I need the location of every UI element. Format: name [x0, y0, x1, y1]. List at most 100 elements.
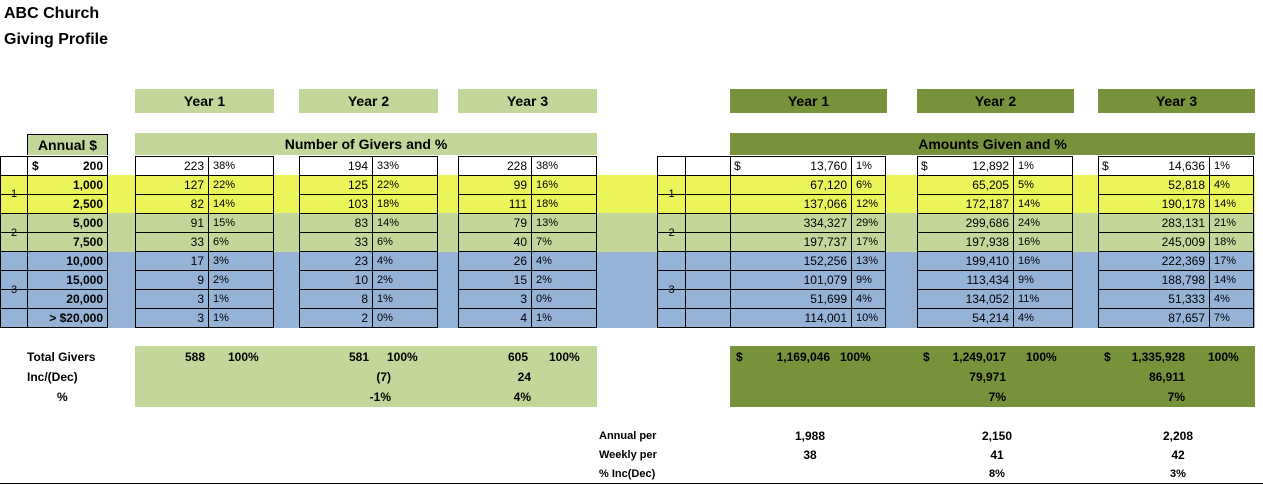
- givers-count: 4: [458, 308, 532, 328]
- pct-inc-dec-label: % Inc(Dec): [599, 467, 656, 480]
- annual-dollar-header: Annual $: [27, 134, 108, 155]
- amount-blank-cell: [685, 175, 731, 195]
- amount-pct: 9%: [1013, 270, 1073, 290]
- givers-count: 194: [299, 156, 373, 176]
- amount-pct: 18%: [1209, 232, 1254, 252]
- amount-pct: 9%: [851, 270, 886, 290]
- givers-pct: 22%: [208, 175, 274, 195]
- amount-blank-cell: [685, 194, 731, 214]
- tier-label: > $20,000: [27, 308, 108, 328]
- sheet-subtitle: Giving Profile: [4, 31, 109, 48]
- group-number-left: 2: [10, 226, 18, 239]
- amount-value: 199,410: [917, 251, 1014, 271]
- amount-pct: 7%: [1209, 308, 1254, 328]
- amount-currency: $: [734, 159, 741, 173]
- amount-pct: 4%: [1209, 289, 1254, 309]
- amount-pct: 4%: [1209, 175, 1254, 195]
- amount-pct: 11%: [1013, 289, 1073, 309]
- givers-totals-bg: [135, 346, 597, 407]
- weekly-per-value: 42: [1171, 447, 1185, 462]
- amount-pct: 1%: [1209, 156, 1254, 176]
- amount-inc-pct: 7%: [1167, 390, 1185, 404]
- total-givers-count: 588: [184, 350, 205, 364]
- givers-pct: 2%: [372, 270, 438, 290]
- givers-pct: 4%: [531, 251, 597, 271]
- amount-inc-dec: 79,971: [969, 370, 1006, 384]
- givers-pct: 33%: [372, 156, 438, 176]
- group-number-left: 1: [10, 188, 18, 200]
- givers-pct: 7%: [531, 232, 597, 252]
- givers-count: 23: [299, 251, 373, 271]
- givers-pct: 2%: [531, 270, 597, 290]
- amount-currency: $: [921, 159, 928, 173]
- givers-pct: 1%: [208, 308, 274, 328]
- givers-pct: 16%: [531, 175, 597, 195]
- group-number-left: 3: [10, 284, 18, 296]
- givers-count: 3: [135, 308, 209, 328]
- givers-count: 3: [135, 289, 209, 309]
- givers-pct: 4%: [372, 251, 438, 271]
- givers-count: 82: [135, 194, 209, 214]
- givers-count: 79: [458, 213, 532, 233]
- amount-inc-pct: 7%: [988, 390, 1006, 404]
- givers-count: 3: [458, 289, 532, 309]
- band-group-3: [0, 252, 1255, 328]
- amount-blank-cell: [685, 232, 731, 252]
- amount-value: 114,001: [730, 308, 852, 328]
- total-amount-currency: $: [923, 350, 930, 364]
- sheet-title: ABC Church: [4, 5, 100, 22]
- amount-blank-cell: [685, 251, 731, 271]
- amount-blank-cell: [685, 289, 731, 309]
- amount-value: 222,369: [1098, 251, 1210, 271]
- givers-year-3-header: Year 3: [458, 89, 597, 113]
- amount-pct: 6%: [851, 175, 886, 195]
- amount-pct: 16%: [1013, 232, 1073, 252]
- amount-pct: 10%: [851, 308, 886, 328]
- givers-count: 33: [299, 232, 373, 252]
- annual-per-value: 2,150: [981, 428, 1013, 443]
- total-amount-currency: $: [736, 350, 743, 364]
- amount-value: 134,052: [917, 289, 1014, 309]
- total-amount-pct: 100%: [1208, 350, 1239, 364]
- givers-count: 228: [458, 156, 532, 176]
- amount-pct: 29%: [851, 213, 886, 233]
- amount-value: 52,818: [1098, 175, 1210, 195]
- amount-value: 245,009: [1098, 232, 1210, 252]
- amount-pct: 17%: [1209, 251, 1254, 271]
- total-amount-currency: $: [1104, 350, 1111, 364]
- amount-value: 54,214: [917, 308, 1014, 328]
- givers-pct: 38%: [531, 156, 597, 176]
- group-number-right: 1: [668, 188, 675, 200]
- amount-pct: 24%: [1013, 213, 1073, 233]
- givers-count: 8: [299, 289, 373, 309]
- amount-blank-cell: [685, 213, 731, 233]
- amount-pct: 21%: [1209, 213, 1254, 233]
- tier-label: 5,000: [27, 213, 108, 233]
- givers-inc-dec: [135, 367, 219, 387]
- givers-count: 99: [458, 175, 532, 195]
- weekly-per-value: 38: [803, 447, 817, 462]
- amount-value: 299,686: [917, 213, 1014, 233]
- amount-value: 137,066: [730, 194, 852, 214]
- amount-value: 188,798: [1098, 270, 1210, 290]
- givers-pct: 15%: [208, 213, 274, 233]
- amount-value: 65,205: [917, 175, 1014, 195]
- amount-blank-cell: [685, 156, 731, 176]
- amount-pct: 14%: [1013, 194, 1073, 214]
- per-inc-dec-value: 3%: [1170, 467, 1186, 480]
- amount-value: 197,938: [917, 232, 1014, 252]
- givers-pct: 1%: [531, 308, 597, 328]
- amount-pct: 14%: [1209, 194, 1254, 214]
- tier-group-cell: [0, 156, 28, 176]
- givers-year-2-header: Year 2: [299, 89, 438, 113]
- group-number-right: 3: [668, 284, 675, 296]
- amount-value: 334,327: [730, 213, 852, 233]
- annual-per-value: 2,208: [1162, 428, 1194, 443]
- amount-value: 113,434: [917, 270, 1014, 290]
- total-amount-pct: 100%: [1026, 350, 1057, 364]
- group-number-right: 2: [668, 226, 675, 239]
- amount-pct: 4%: [1013, 308, 1073, 328]
- givers-count: 125: [299, 175, 373, 195]
- givers-count: 33: [135, 232, 209, 252]
- total-givers-pct: 100%: [387, 350, 418, 364]
